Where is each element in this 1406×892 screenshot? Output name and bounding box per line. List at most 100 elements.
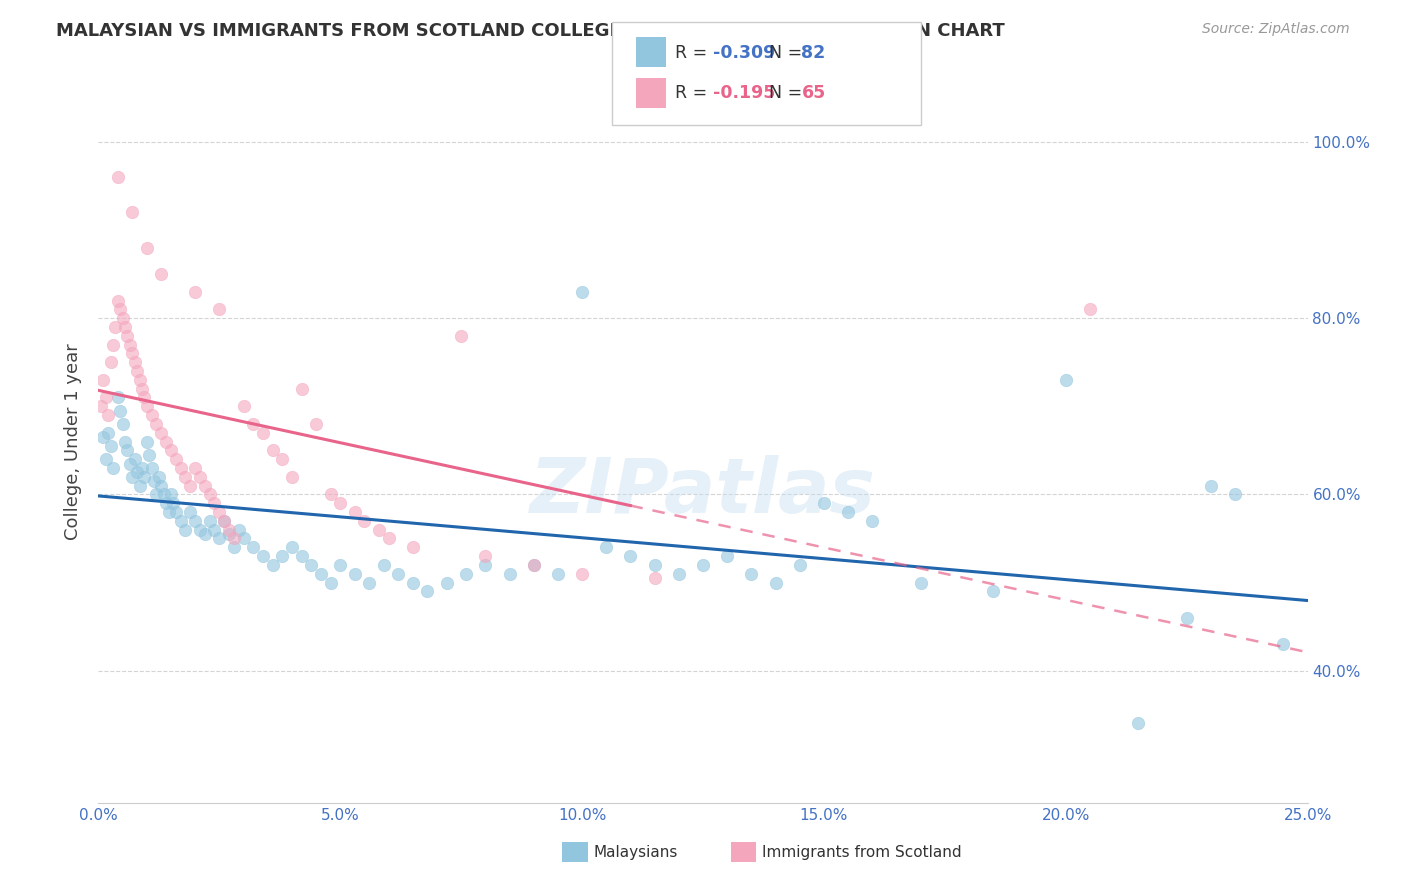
Point [212,514,235,528]
Point [128,373,150,387]
Text: R =: R = [675,84,718,102]
Point [377,532,399,546]
Point [128,478,150,492]
Point [165,452,187,467]
Point [124,452,146,467]
Point [571,566,593,581]
Point [319,575,342,590]
Point [174,523,197,537]
Point [108,403,131,417]
Text: R =: R = [675,44,713,62]
Point [571,285,593,299]
Point [131,461,153,475]
Point [184,461,207,475]
Point [668,566,690,581]
Point [716,549,738,563]
Point [91,430,114,444]
Point [97,408,120,422]
Point [143,474,166,488]
Point [523,558,546,572]
Point [222,541,245,555]
Point [281,470,304,484]
Point [981,584,1004,599]
Point [179,478,201,492]
Point [114,320,136,334]
Text: 65: 65 [801,84,825,102]
Point [118,337,141,351]
Point [100,355,122,369]
Point [644,558,666,572]
Point [134,391,156,405]
Point [94,391,117,405]
Point [271,452,294,467]
Point [135,399,157,413]
Text: N =: N = [769,44,808,62]
Point [111,417,134,431]
Point [290,549,312,563]
Point [198,514,221,528]
Point [860,514,883,528]
Point [373,558,395,572]
Text: Immigrants from Scotland: Immigrants from Scotland [762,846,962,860]
Point [1175,611,1198,625]
Point [1054,373,1077,387]
Point [150,478,173,492]
Point [359,575,381,590]
Point [416,584,439,599]
Point [498,566,520,581]
Point [162,496,184,510]
Point [218,523,240,537]
Point [208,505,231,519]
Text: 82: 82 [801,44,825,62]
Point [204,496,226,510]
Point [165,505,187,519]
Point [184,285,207,299]
Point [107,391,129,405]
Point [134,470,156,484]
Point [111,311,134,326]
Point [194,527,217,541]
Point [117,443,139,458]
Point [150,267,173,281]
Point [319,487,342,501]
Point [305,417,328,431]
Y-axis label: College, Under 1 year: College, Under 1 year [63,343,82,540]
Point [194,478,217,492]
Text: ZIPatlas: ZIPatlas [530,455,876,529]
Point [121,346,143,360]
Point [547,566,569,581]
Point [281,541,304,555]
Point [160,443,183,458]
Point [271,549,294,563]
Text: -0.309: -0.309 [713,44,775,62]
Point [179,505,201,519]
Point [252,549,274,563]
Point [198,487,221,501]
Point [402,541,425,555]
Point [299,558,322,572]
Point [160,487,183,501]
Point [789,558,811,572]
Point [402,575,425,590]
Text: Malaysians: Malaysians [593,846,678,860]
Point [262,443,284,458]
Point [101,461,124,475]
Point [242,417,264,431]
Point [353,514,375,528]
Point [135,241,157,255]
Point [107,293,129,308]
Text: Source: ZipAtlas.com: Source: ZipAtlas.com [1202,22,1350,37]
Point [157,505,180,519]
Point [135,434,157,449]
Point [152,487,174,501]
Point [104,320,127,334]
Point [368,523,391,537]
Point [1128,716,1150,731]
Point [450,328,472,343]
Point [474,558,496,572]
Point [114,434,136,449]
Point [145,417,167,431]
Point [127,466,149,480]
Point [1272,637,1295,651]
Point [837,505,859,519]
